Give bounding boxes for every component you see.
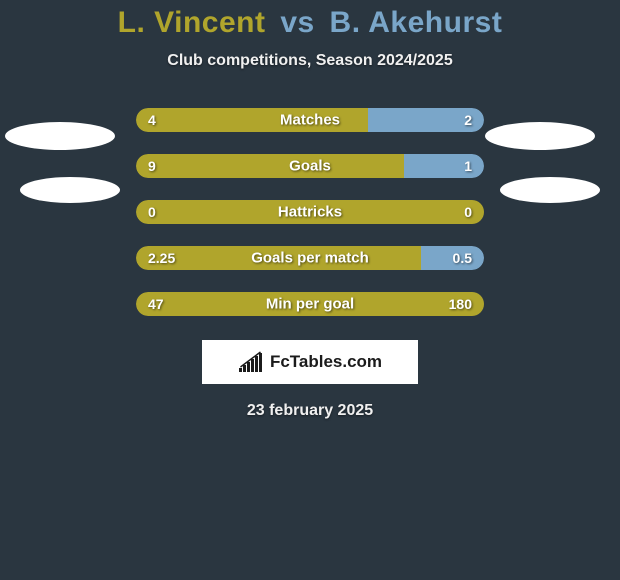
- stat-label: Goals: [289, 158, 331, 175]
- logo-box[interactable]: FcTables.com: [202, 340, 418, 384]
- stat-label: Min per goal: [266, 296, 354, 313]
- stat-row: 47 180 Min per goal: [0, 292, 620, 316]
- stat-row: 0 0 Hattricks: [0, 200, 620, 224]
- stat-value-left: 4: [148, 112, 156, 128]
- stat-label: Matches: [280, 112, 340, 129]
- stat-value-left: 9: [148, 158, 156, 174]
- page-title: L. Vincent vs B. Akehurst: [0, 6, 620, 40]
- ellipse-decoration: [485, 122, 595, 150]
- stat-value-left: 2.25: [148, 250, 175, 266]
- stat-value-left: 47: [148, 296, 164, 312]
- stat-bar: 4 2 Matches: [136, 108, 484, 132]
- stat-bar: 47 180 Min per goal: [136, 292, 484, 316]
- stat-bar: 9 1 Goals: [136, 154, 484, 178]
- logo-text: FcTables.com: [270, 352, 382, 372]
- stat-value-right: 2: [464, 112, 472, 128]
- ellipse-decoration: [5, 122, 115, 150]
- vs-label: vs: [280, 6, 314, 39]
- player1-name: L. Vincent: [118, 6, 266, 39]
- stat-bar: 2.25 0.5 Goals per match: [136, 246, 484, 270]
- comparison-card: L. Vincent vs B. Akehurst Club competiti…: [0, 0, 620, 580]
- ellipse-decoration: [20, 177, 120, 203]
- player2-name: B. Akehurst: [330, 6, 503, 39]
- subtitle: Club competitions, Season 2024/2025: [0, 52, 620, 70]
- stat-bar: 0 0 Hattricks: [136, 200, 484, 224]
- stat-value-right: 0.5: [453, 250, 472, 266]
- stat-row: 2.25 0.5 Goals per match: [0, 246, 620, 270]
- stat-value-right: 1: [464, 158, 472, 174]
- stat-label: Hattricks: [278, 204, 342, 221]
- date-label: 23 february 2025: [0, 402, 620, 420]
- stat-value-left: 0: [148, 204, 156, 220]
- stat-label: Goals per match: [251, 250, 369, 267]
- chart-icon: [238, 351, 264, 373]
- stat-value-right: 180: [449, 296, 472, 312]
- stat-value-right: 0: [464, 204, 472, 220]
- bar-segment-left: [136, 154, 404, 178]
- ellipse-decoration: [500, 177, 600, 203]
- stat-row: 9 1 Goals: [0, 154, 620, 178]
